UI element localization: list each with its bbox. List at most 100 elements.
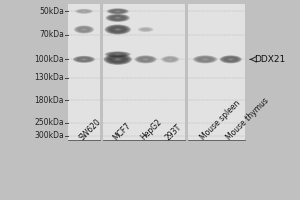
Ellipse shape (78, 10, 90, 13)
Ellipse shape (113, 28, 123, 31)
Ellipse shape (115, 11, 121, 12)
Ellipse shape (74, 25, 94, 33)
Ellipse shape (107, 55, 128, 63)
Ellipse shape (138, 27, 154, 32)
Ellipse shape (141, 28, 151, 31)
Ellipse shape (107, 8, 129, 14)
Ellipse shape (77, 9, 91, 13)
Ellipse shape (165, 57, 176, 62)
Ellipse shape (82, 28, 86, 30)
Ellipse shape (80, 10, 88, 13)
Ellipse shape (112, 10, 123, 13)
Ellipse shape (164, 57, 177, 62)
Ellipse shape (106, 14, 130, 22)
Ellipse shape (161, 56, 179, 63)
Ellipse shape (107, 14, 128, 21)
Ellipse shape (105, 51, 131, 57)
Ellipse shape (110, 26, 126, 33)
Ellipse shape (81, 10, 87, 12)
Ellipse shape (144, 59, 147, 60)
Ellipse shape (142, 29, 148, 30)
Ellipse shape (196, 56, 214, 62)
Ellipse shape (79, 58, 89, 61)
Ellipse shape (139, 27, 153, 32)
Ellipse shape (116, 59, 119, 60)
Text: SW620: SW620 (78, 117, 103, 142)
Text: Mouse spleen: Mouse spleen (199, 99, 242, 142)
Text: MCF7: MCF7 (111, 121, 133, 142)
Ellipse shape (76, 26, 92, 32)
Ellipse shape (82, 59, 85, 60)
Ellipse shape (115, 54, 121, 55)
Ellipse shape (104, 54, 132, 65)
Ellipse shape (198, 57, 213, 62)
Ellipse shape (228, 58, 233, 60)
Text: 300kDa: 300kDa (34, 131, 64, 140)
Text: DDX21: DDX21 (254, 55, 285, 64)
Text: HepG2: HepG2 (139, 117, 164, 142)
Ellipse shape (109, 15, 127, 21)
Text: 130kDa: 130kDa (34, 73, 64, 82)
Ellipse shape (162, 56, 178, 62)
Ellipse shape (108, 52, 128, 57)
Ellipse shape (220, 55, 242, 63)
Text: 70kDa: 70kDa (39, 30, 64, 39)
Ellipse shape (142, 28, 150, 31)
Ellipse shape (106, 52, 129, 57)
Ellipse shape (111, 9, 124, 13)
Ellipse shape (116, 17, 119, 18)
Ellipse shape (108, 26, 128, 33)
Ellipse shape (199, 57, 211, 61)
Ellipse shape (110, 15, 125, 20)
Bar (103, 4, 185, 140)
Ellipse shape (168, 58, 172, 60)
Text: 250kDa: 250kDa (34, 118, 64, 127)
Ellipse shape (80, 28, 88, 31)
Ellipse shape (115, 17, 121, 19)
Ellipse shape (75, 9, 93, 14)
Ellipse shape (111, 53, 124, 56)
Ellipse shape (113, 16, 122, 19)
Ellipse shape (140, 28, 152, 31)
Ellipse shape (112, 57, 123, 61)
Ellipse shape (115, 28, 121, 31)
Ellipse shape (106, 55, 130, 64)
Text: Mouse thymus: Mouse thymus (224, 96, 270, 142)
Ellipse shape (83, 11, 85, 12)
Ellipse shape (140, 57, 151, 61)
Ellipse shape (224, 57, 238, 62)
Ellipse shape (110, 9, 126, 14)
Ellipse shape (111, 57, 125, 62)
Ellipse shape (113, 53, 123, 55)
Ellipse shape (223, 56, 239, 62)
Ellipse shape (114, 58, 121, 61)
Ellipse shape (143, 58, 148, 60)
Ellipse shape (226, 58, 235, 61)
Ellipse shape (230, 59, 232, 60)
Ellipse shape (166, 58, 175, 61)
Ellipse shape (79, 27, 89, 31)
Ellipse shape (81, 58, 87, 60)
Text: 50kDa: 50kDa (39, 7, 64, 16)
Ellipse shape (116, 29, 119, 30)
Ellipse shape (225, 57, 236, 61)
Ellipse shape (105, 24, 131, 34)
Ellipse shape (116, 11, 119, 12)
Ellipse shape (135, 55, 157, 63)
Ellipse shape (76, 9, 92, 13)
Ellipse shape (195, 56, 216, 63)
Ellipse shape (144, 29, 148, 30)
Ellipse shape (106, 25, 129, 34)
Bar (188, 4, 245, 140)
Ellipse shape (75, 26, 93, 33)
Ellipse shape (76, 57, 92, 62)
Ellipse shape (201, 58, 210, 61)
Ellipse shape (136, 56, 155, 63)
Ellipse shape (73, 56, 95, 63)
Ellipse shape (82, 11, 86, 12)
Ellipse shape (139, 57, 152, 62)
Ellipse shape (78, 27, 90, 32)
Text: 180kDa: 180kDa (34, 96, 64, 105)
Ellipse shape (112, 16, 124, 20)
Ellipse shape (169, 59, 171, 60)
